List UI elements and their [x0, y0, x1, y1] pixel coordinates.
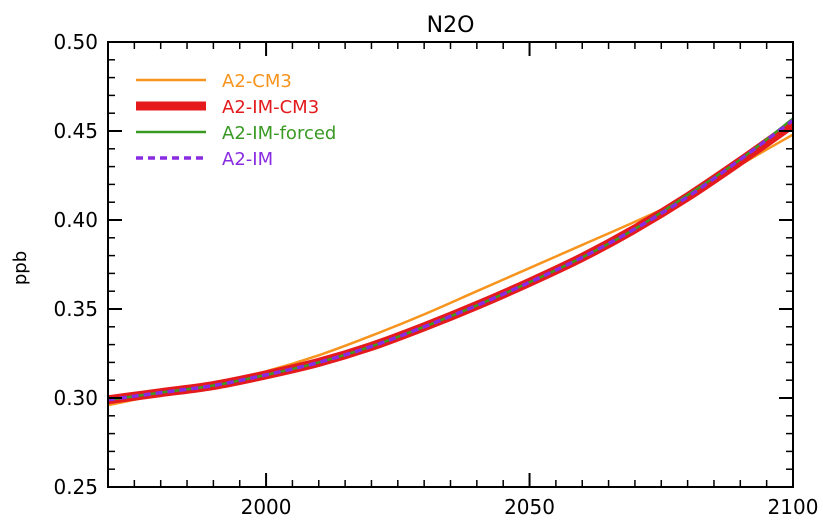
- legend: A2-CM3 A2-IM-CM3 A2-IM-forced A2-IM: [136, 71, 336, 170]
- series-layer: [108, 117, 793, 407]
- series-line-a2-im-forced: [108, 117, 793, 402]
- y-tick-label: 0.30: [53, 386, 98, 410]
- y-tick-label: 0.35: [53, 297, 98, 321]
- x-tick-label: 2000: [241, 495, 292, 519]
- ticks-layer: 0.25 0.30 0.35 0.40 0.45 0.50 2000 2050 2100: [53, 30, 818, 519]
- plot-frame: [107, 41, 794, 488]
- legend-label: A2-IM-CM3: [222, 97, 319, 118]
- y-tick-label: 0.50: [53, 30, 98, 54]
- legend-label: A2-IM: [222, 149, 273, 170]
- y-tick-label: 0.40: [53, 208, 98, 232]
- legend-label: A2-IM-forced: [222, 123, 336, 144]
- y-tick-label: 0.25: [53, 475, 98, 499]
- legend-label: A2-CM3: [222, 71, 292, 92]
- series-line-a2-im: [108, 118, 793, 402]
- chart-title: N2O: [427, 13, 475, 38]
- y-tick-label: 0.45: [53, 119, 98, 143]
- x-tick-label: 2100: [768, 495, 819, 519]
- series-line-a2-im-cm3: [108, 120, 793, 405]
- y-axis-label: ppb: [10, 251, 31, 285]
- x-tick-label: 2050: [504, 495, 555, 519]
- series-line-a2-cm3: [108, 133, 793, 407]
